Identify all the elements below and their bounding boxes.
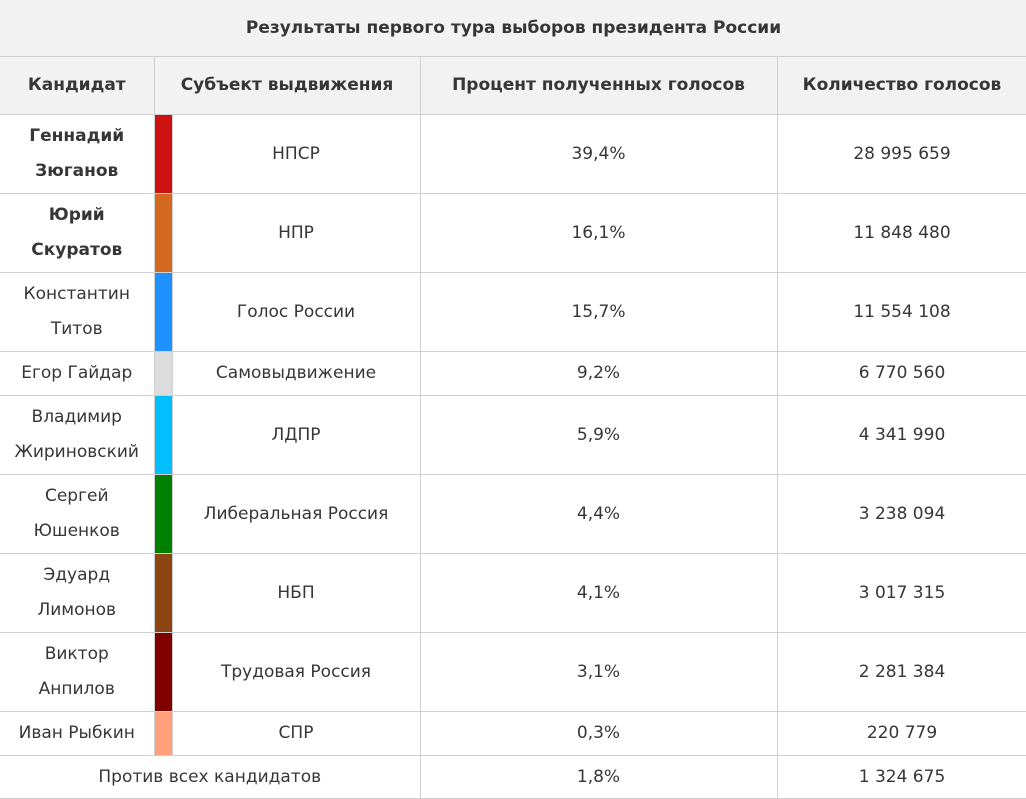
- vote-count: 3 017 315: [776, 553, 1026, 633]
- candidate-name: Иван Рыбкин: [0, 711, 155, 756]
- table-row: Юрий Скуратов НПР 16,1% 11 848 480: [0, 193, 1026, 273]
- party-name: Голос России: [171, 272, 421, 352]
- table-row: Егор Гайдар Самовыдвижение 9,2% 6 770 560: [0, 351, 1026, 396]
- table-row: Константин Титов Голос России 15,7% 11 554 …: [0, 272, 1026, 352]
- table-row: Владимир Жириновский ЛДПР 5,9% 4 341 990: [0, 395, 1026, 475]
- party-color-swatch: [153, 474, 173, 554]
- candidate-name: Сергей Юшенков: [0, 474, 155, 554]
- vote-count: 220 779: [776, 711, 1026, 756]
- party-name: НБП: [171, 553, 421, 633]
- candidate-name: Владимир Жириновский: [0, 395, 155, 475]
- table-row: Эдуард Лимонов НБП 4,1% 3 017 315: [0, 553, 1026, 633]
- header-party: Субъект выдвижения: [153, 56, 421, 115]
- table-row: Виктор Анпилов Трудовая Россия 3,1% 2 281 3…: [0, 632, 1026, 712]
- against-all-percent: 1,8%: [419, 755, 778, 799]
- candidate-name: Эдуард Лимонов: [0, 553, 155, 633]
- party-name: НПСР: [171, 114, 421, 194]
- party-name: Самовыдвижение: [171, 351, 421, 396]
- vote-count: 3 238 094: [776, 474, 1026, 554]
- vote-percent: 15,7%: [419, 272, 778, 352]
- vote-percent: 4,4%: [419, 474, 778, 554]
- against-all-label: Против всех кандидатов: [0, 755, 421, 799]
- table-title: Результаты первого тура выборов президен…: [0, 0, 1026, 57]
- vote-count: 11 848 480: [776, 193, 1026, 273]
- candidate-name: Константин Титов: [0, 272, 155, 352]
- header-percent: Процент полученных голосов: [419, 56, 778, 115]
- vote-count: 6 770 560: [776, 351, 1026, 396]
- vote-count: 4 341 990: [776, 395, 1026, 475]
- party-color-swatch: [153, 193, 173, 273]
- vote-percent: 4,1%: [419, 553, 778, 633]
- header-votes: Количество голосов: [776, 56, 1026, 115]
- candidate-name: Егор Гайдар: [0, 351, 155, 396]
- party-color-swatch: [153, 711, 173, 756]
- vote-percent: 39,4%: [419, 114, 778, 194]
- party-name: СПР: [171, 711, 421, 756]
- party-name: НПР: [171, 193, 421, 273]
- party-name: ЛДПР: [171, 395, 421, 475]
- party-color-swatch: [153, 553, 173, 633]
- party-name: Либеральная Россия: [171, 474, 421, 554]
- vote-count: 2 281 384: [776, 632, 1026, 712]
- against-all-votes: 1 324 675: [776, 755, 1026, 799]
- candidate-name: Юрий Скуратов: [0, 193, 155, 273]
- table-row-against-all: Против всех кандидатов 1,8% 1 324 675: [0, 755, 1026, 799]
- party-color-swatch: [153, 114, 173, 194]
- table-row: Иван Рыбкин СПР 0,3% 220 779: [0, 711, 1026, 756]
- vote-percent: 3,1%: [419, 632, 778, 712]
- candidate-name: Виктор Анпилов: [0, 632, 155, 712]
- party-name: Трудовая Россия: [171, 632, 421, 712]
- party-color-swatch: [153, 351, 173, 396]
- vote-count: 28 995 659: [776, 114, 1026, 194]
- vote-percent: 9,2%: [419, 351, 778, 396]
- vote-percent: 0,3%: [419, 711, 778, 756]
- vote-count: 11 554 108: [776, 272, 1026, 352]
- table-row: Сергей Юшенков Либеральная Россия 4,4% 3 23…: [0, 474, 1026, 554]
- table-row: Геннадий Зюганов НПСР 39,4% 28 995 659: [0, 114, 1026, 194]
- party-color-swatch: [153, 632, 173, 712]
- vote-percent: 5,9%: [419, 395, 778, 475]
- party-color-swatch: [153, 272, 173, 352]
- party-color-swatch: [153, 395, 173, 475]
- header-candidate: Кандидат: [0, 56, 155, 115]
- vote-percent: 16,1%: [419, 193, 778, 273]
- candidate-name: Геннадий Зюганов: [0, 114, 155, 194]
